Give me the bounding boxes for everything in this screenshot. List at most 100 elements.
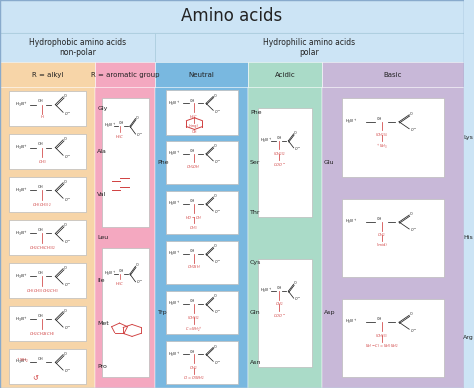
Text: $H_3N^+$: $H_3N^+$: [103, 270, 116, 278]
Text: CH: CH: [190, 249, 195, 253]
Text: $C=NH_2^+$: $C=NH_2^+$: [185, 325, 202, 334]
Text: O: O: [294, 281, 297, 286]
Text: O: O: [64, 352, 67, 356]
Bar: [165, 141, 238, 184]
Text: $O^-$: $O^-$: [214, 158, 221, 165]
Text: $O^-$: $O^-$: [64, 367, 71, 374]
Text: $CH_3$: $CH_3$: [190, 225, 198, 232]
Bar: [248, 87, 322, 388]
Text: Lys: Lys: [463, 135, 473, 140]
Text: CH: CH: [377, 317, 382, 322]
Text: $O^-$: $O^-$: [294, 295, 301, 302]
Text: $H_3N^+$: $H_3N^+$: [168, 250, 180, 258]
Text: $H_3N^+$: $H_3N^+$: [15, 358, 28, 367]
Bar: [322, 62, 464, 87]
Text: Asn: Asn: [250, 360, 261, 365]
Bar: [165, 90, 238, 135]
Text: His: His: [463, 235, 473, 240]
Text: $^+NH_3$: $^+NH_3$: [376, 142, 388, 151]
Text: $^+NH_2$: $^+NH_2$: [16, 357, 29, 365]
Text: R = alkyl: R = alkyl: [32, 72, 63, 78]
Text: $CH_2CH(CH_3)_2$: $CH_2CH(CH_3)_2$: [28, 244, 55, 252]
Text: $O^-$: $O^-$: [64, 196, 71, 203]
Bar: [9, 220, 86, 255]
Text: $O^-$: $O^-$: [136, 130, 143, 137]
Text: O: O: [64, 309, 67, 313]
Text: O: O: [214, 94, 217, 97]
Bar: [95, 87, 155, 388]
Text: CH: CH: [190, 199, 195, 203]
Text: $CH_2$: $CH_2$: [275, 301, 283, 308]
Text: $O^-$: $O^-$: [64, 281, 71, 288]
Bar: [258, 108, 312, 217]
Bar: [155, 62, 248, 87]
Text: O: O: [214, 194, 217, 198]
Bar: [342, 299, 444, 377]
Text: O: O: [136, 263, 139, 267]
Text: O: O: [214, 294, 217, 298]
Text: $O^-$: $O^-$: [136, 278, 143, 285]
Text: (imid): (imid): [376, 242, 387, 247]
Text: $(CH_2)_3$: $(CH_2)_3$: [375, 332, 388, 340]
Text: Pro: Pro: [97, 364, 107, 369]
Bar: [0, 62, 95, 87]
Text: O: O: [410, 212, 413, 216]
Bar: [165, 341, 238, 385]
Bar: [9, 263, 86, 298]
Text: CH: CH: [190, 300, 195, 303]
Text: $CH_3$: $CH_3$: [37, 158, 46, 166]
Bar: [9, 349, 86, 384]
Text: $H_2C$: $H_2C$: [115, 133, 124, 141]
Text: $CH_2SH$: $CH_2SH$: [187, 264, 201, 271]
Text: $COO^-$: $COO^-$: [273, 312, 286, 319]
Text: $H_3N^+$: $H_3N^+$: [15, 229, 28, 237]
Text: $\circlearrowleft$: $\circlearrowleft$: [31, 373, 40, 381]
Text: $O^-$: $O^-$: [214, 208, 221, 215]
Text: $C(=O)NH_2$: $C(=O)NH_2$: [183, 375, 204, 383]
Text: $O^-$: $O^-$: [294, 145, 301, 152]
Bar: [342, 199, 444, 277]
Text: Trp: Trp: [158, 310, 167, 315]
Text: CH: CH: [190, 149, 195, 153]
Text: $H_3N^+$: $H_3N^+$: [168, 350, 180, 359]
Text: CH: CH: [277, 286, 282, 290]
Text: $H_3N^+$: $H_3N^+$: [168, 150, 180, 158]
Bar: [258, 259, 312, 367]
Text: Amino acids: Amino acids: [181, 7, 283, 26]
Text: $O^-$: $O^-$: [214, 258, 221, 265]
Text: Glu: Glu: [324, 160, 335, 165]
Text: $H_3N^+$: $H_3N^+$: [168, 99, 180, 107]
Text: CH: CH: [38, 185, 44, 189]
Bar: [322, 87, 464, 388]
Text: Basic: Basic: [383, 72, 402, 78]
Bar: [101, 98, 149, 227]
Text: Arg: Arg: [463, 335, 474, 340]
Text: $H_3N^+$: $H_3N^+$: [103, 122, 116, 130]
Text: CH: CH: [119, 269, 124, 273]
Bar: [342, 98, 444, 177]
Bar: [155, 87, 248, 388]
Text: CH: CH: [190, 350, 195, 353]
Text: $(CH_2)_4$: $(CH_2)_4$: [375, 132, 388, 139]
Text: O: O: [64, 266, 67, 270]
Text: (ring): (ring): [189, 124, 199, 128]
Text: Met: Met: [97, 321, 109, 326]
Text: $CH(CH_3)CH_2CH_3$: $CH(CH_3)CH_2CH_3$: [26, 287, 58, 295]
Text: Phe: Phe: [158, 160, 169, 165]
Text: $O^-$: $O^-$: [410, 226, 418, 233]
Text: Neutral: Neutral: [189, 72, 215, 78]
Text: CH: CH: [377, 217, 382, 221]
Text: $H_3N^+$: $H_3N^+$: [260, 137, 273, 145]
Text: H: H: [41, 115, 44, 120]
Text: Ile: Ile: [97, 278, 105, 283]
Text: Asp: Asp: [324, 310, 336, 315]
Text: CH: CH: [38, 99, 44, 103]
Text: Leu: Leu: [97, 235, 109, 240]
Text: $H_3N^+$: $H_3N^+$: [345, 118, 357, 126]
Text: O: O: [136, 116, 139, 120]
Text: $O^-$: $O^-$: [410, 126, 418, 133]
Text: O: O: [214, 345, 217, 348]
Text: Gln: Gln: [250, 310, 261, 315]
Text: $O^-$: $O^-$: [214, 107, 221, 114]
Text: CH: CH: [38, 314, 44, 318]
